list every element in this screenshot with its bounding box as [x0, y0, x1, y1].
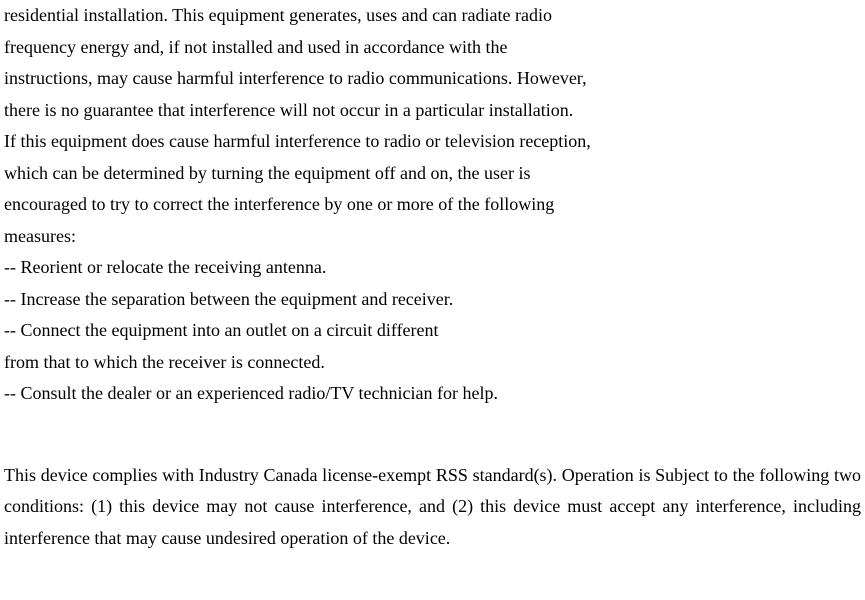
text-line: frequency energy and, if not installed a…	[4, 32, 861, 64]
text-line: If this equipment does cause harmful int…	[4, 126, 861, 158]
text-line: there is no guarantee that interference …	[4, 95, 861, 127]
industry-canada-section: This device complies with Industry Canad…	[4, 460, 861, 555]
measure-line: -- Consult the dealer or an experienced …	[4, 378, 861, 410]
compliance-paragraph: This device complies with Industry Canad…	[4, 465, 861, 548]
text-line: instructions, may cause harmful interfer…	[4, 63, 861, 95]
measure-line: -- Reorient or relocate the receiving an…	[4, 252, 861, 284]
text-line: measures:	[4, 221, 861, 253]
measure-line: -- Connect the equipment into an outlet …	[4, 315, 861, 347]
text-line: encouraged to try to correct the interfe…	[4, 189, 861, 221]
text-line: residential installation. This equipment…	[4, 0, 861, 32]
measure-line: -- Increase the separation between the e…	[4, 284, 861, 316]
measure-line: from that to which the receiver is conne…	[4, 347, 861, 379]
text-line: which can be determined by turning the e…	[4, 158, 861, 190]
fcc-interference-section: residential installation. This equipment…	[4, 0, 861, 410]
